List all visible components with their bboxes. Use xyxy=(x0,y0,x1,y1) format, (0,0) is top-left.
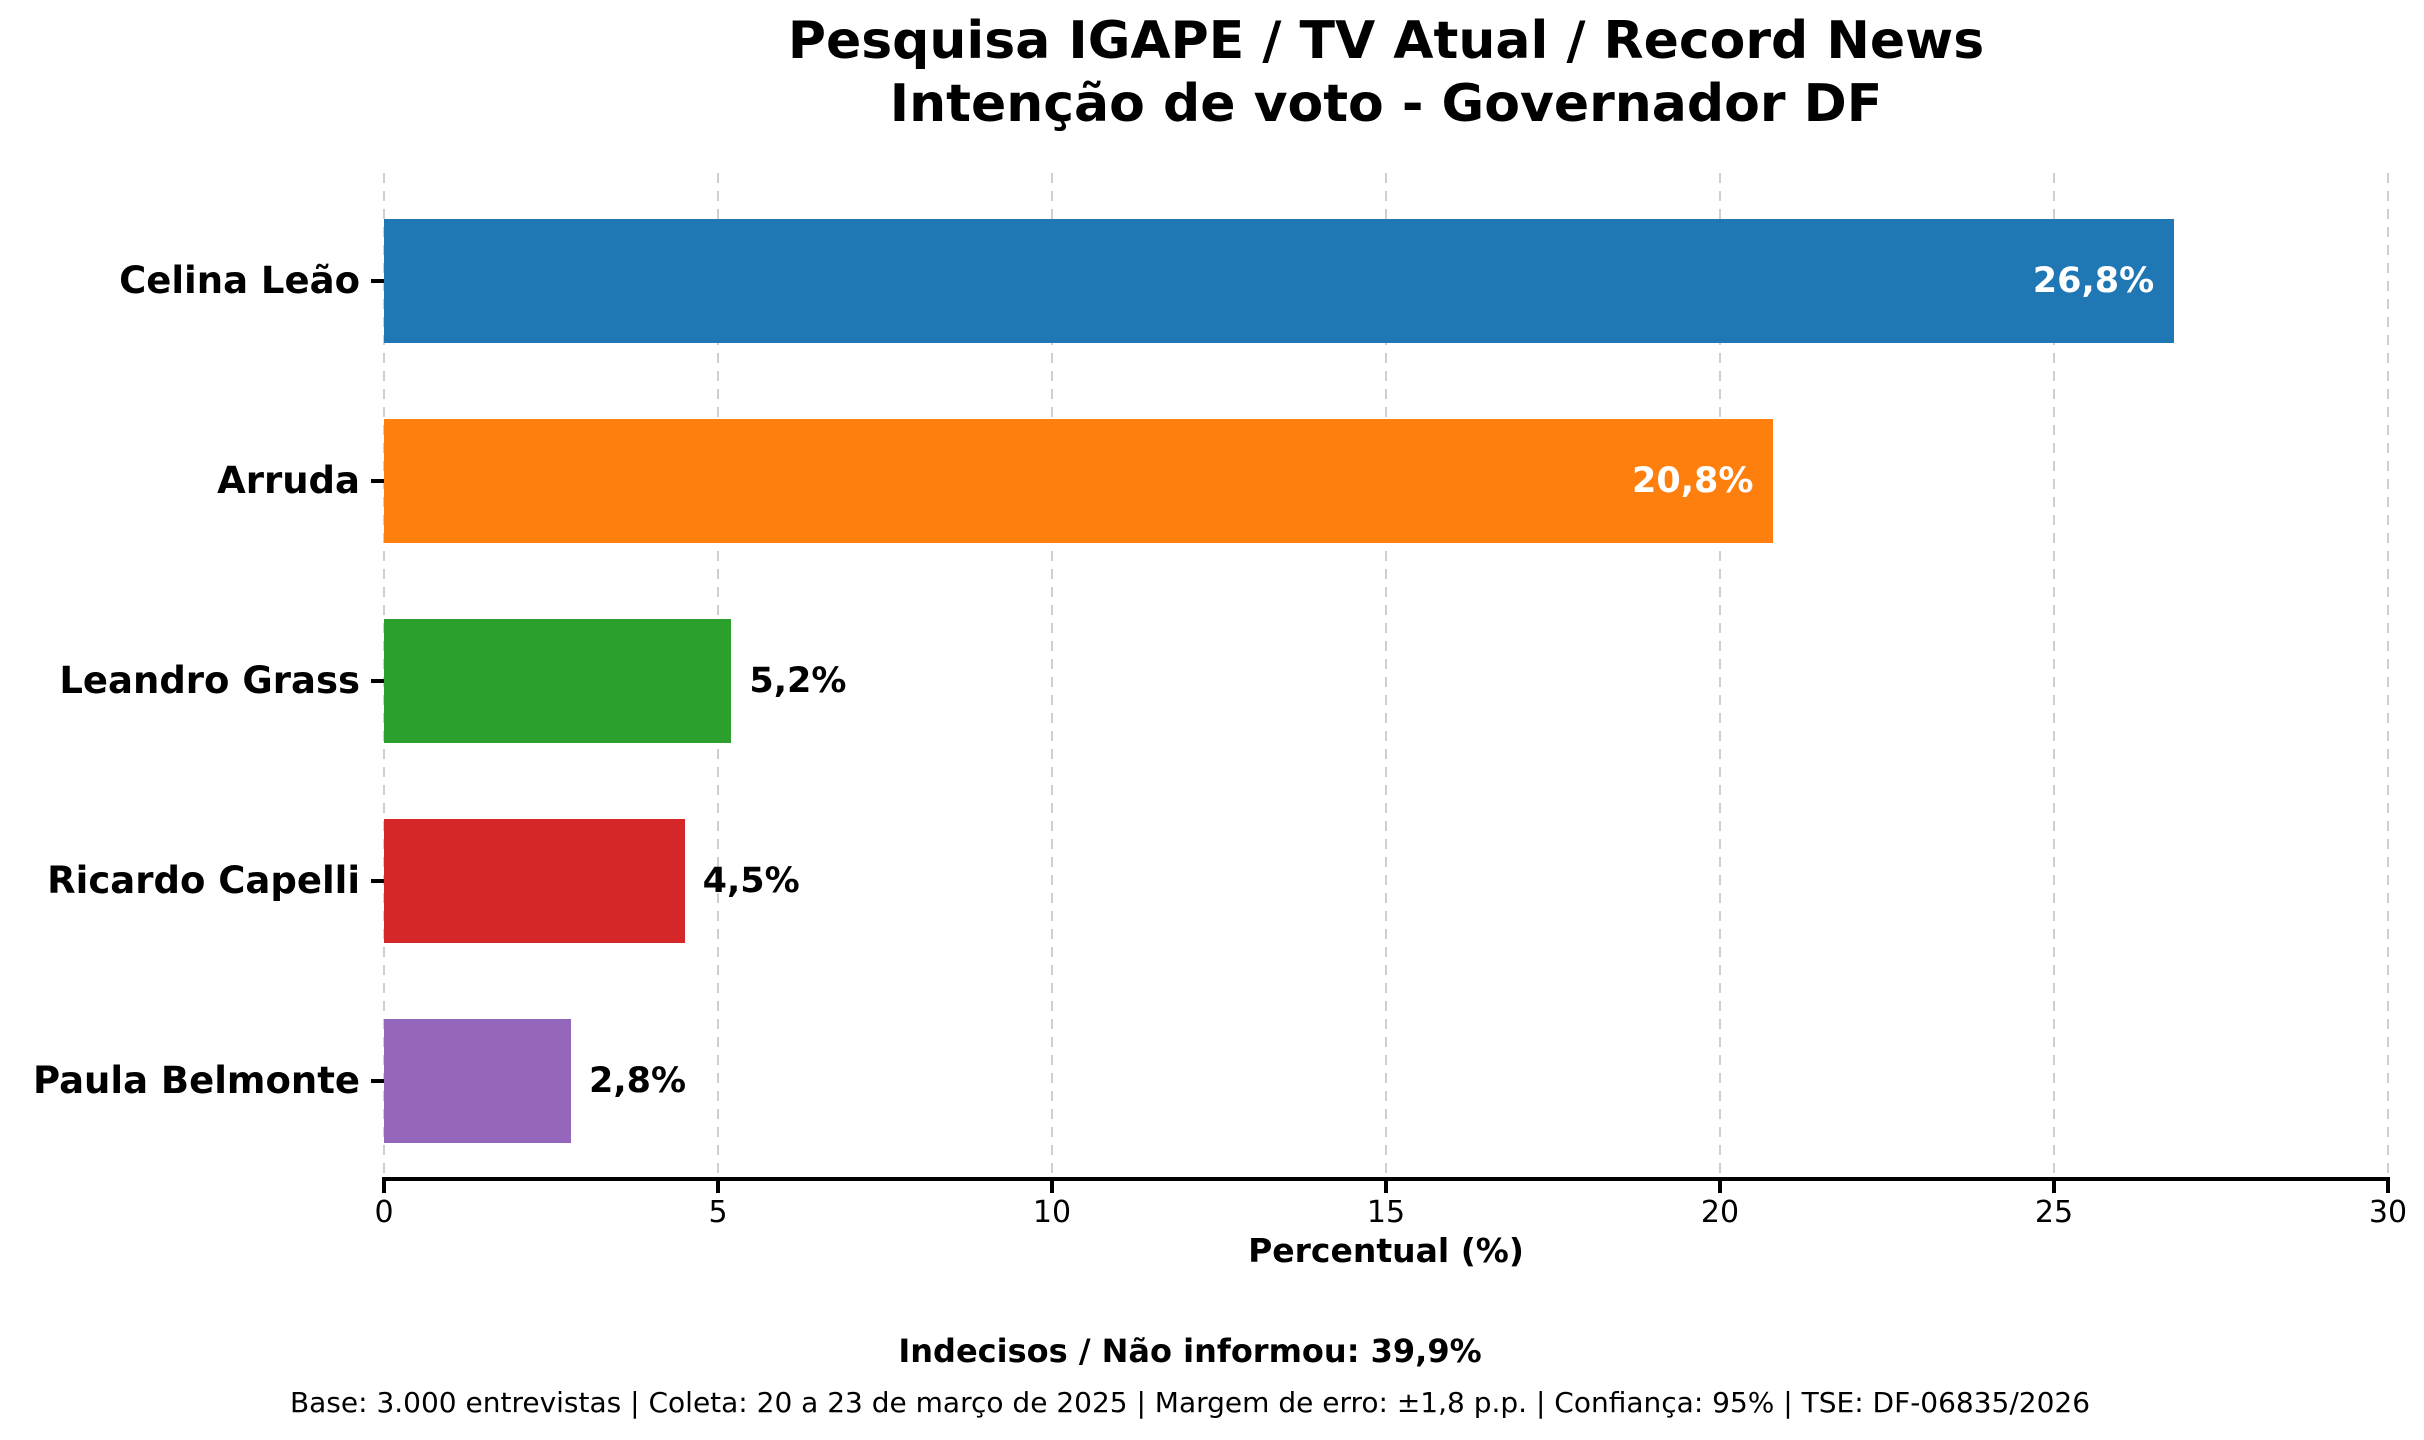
value-label-2: 20,8% xyxy=(1632,461,1754,501)
x-axis-title: Percentual (%) xyxy=(1248,1231,1524,1270)
x-tick-mark-0 xyxy=(382,1177,386,1193)
methodology-note: Base: 3.000 entrevistas | Coleta: 20 a 2… xyxy=(289,1386,2091,1419)
bar-4 xyxy=(384,819,685,943)
bar-5 xyxy=(384,1019,572,1143)
x-tick-mark-30 xyxy=(2386,1177,2390,1193)
category-label-3: Leandro Grass xyxy=(59,659,360,702)
x-tick-mark-15 xyxy=(1384,1177,1388,1193)
chart-title-line1: Pesquisa IGAPE / TV Atual / Record News xyxy=(787,11,1985,71)
value-label-5: 2,8% xyxy=(589,1061,687,1101)
chart-title: Pesquisa IGAPE / TV Atual / Record News … xyxy=(384,10,2388,136)
y-tick-mark-5 xyxy=(371,1079,384,1083)
gridline-x-20 xyxy=(1719,173,1721,1177)
chart-title-line2: Intenção de voto - Governador DF xyxy=(889,74,1883,134)
x-tick-label-20: 20 xyxy=(1700,1195,1740,1230)
undecided-note: Indecisos / Não informou: 39,9% xyxy=(898,1332,1482,1370)
bar-1 xyxy=(384,219,2175,343)
category-label-4: Ricardo Capelli xyxy=(47,859,360,902)
y-tick-mark-3 xyxy=(371,679,384,683)
x-tick-label-5: 5 xyxy=(708,1195,728,1230)
x-tick-mark-20 xyxy=(1718,1177,1722,1193)
y-tick-mark-1 xyxy=(371,279,384,283)
y-tick-mark-4 xyxy=(371,879,384,883)
plot-area: 0 5 10 15 20 25 30 Celina Leão 26,8% Arruda 20,8% L… xyxy=(33,173,2407,1230)
value-label-1: 26,8% xyxy=(2032,261,2155,301)
x-tick-mark-25 xyxy=(2052,1177,2056,1193)
x-tick-mark-10 xyxy=(1050,1177,1054,1193)
x-tick-label-25: 25 xyxy=(2034,1195,2074,1230)
x-tick-label-15: 15 xyxy=(1366,1195,1406,1230)
category-label-2: Arruda xyxy=(217,459,360,502)
gridline-x-10 xyxy=(1051,173,1053,1177)
bar-2 xyxy=(384,419,1774,543)
category-label-1: Celina Leão xyxy=(119,259,360,302)
x-tick-label-10: 10 xyxy=(1032,1195,1072,1230)
y-tick-mark-2 xyxy=(371,479,384,483)
x-tick-label-0: 0 xyxy=(374,1195,394,1230)
category-label-5: Paula Belmonte xyxy=(32,1059,360,1102)
value-label-3: 5,2% xyxy=(749,661,847,701)
x-tick-mark-5 xyxy=(716,1177,720,1193)
x-tick-label-30: 30 xyxy=(2368,1195,2408,1230)
gridline-x-30 xyxy=(2387,173,2389,1177)
gridline-x-25 xyxy=(2053,173,2055,1177)
value-label-4: 4,5% xyxy=(702,861,800,901)
gridline-x-15 xyxy=(1385,173,1387,1177)
bar-3 xyxy=(384,619,732,743)
